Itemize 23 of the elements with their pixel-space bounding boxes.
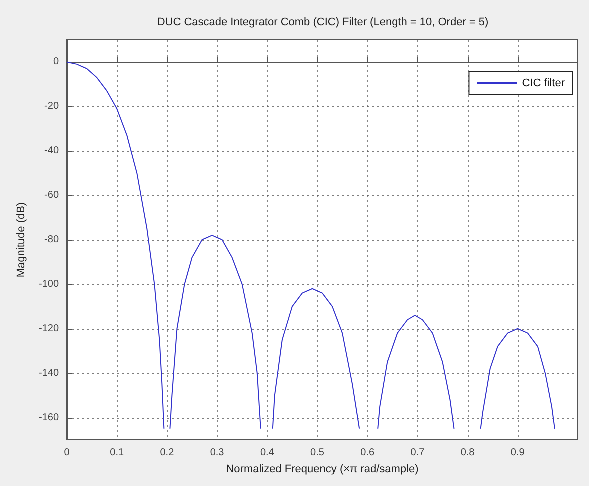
y-tick-label: -40: [44, 146, 60, 157]
x-tick-label: 0.2: [160, 448, 175, 458]
x-axis-title: Normalized Frequency (×π rad/sample): [226, 464, 419, 476]
y-tick-label: -160: [38, 412, 60, 424]
y-tick-label: -140: [38, 368, 60, 379]
x-tick-label: 0.1: [110, 448, 124, 458]
chart-title: DUC Cascade Integrator Comb (CIC) Filter (Length = 10, Order = 5): [157, 16, 489, 28]
x-tick-label: 0.8: [460, 448, 476, 458]
x-tick-label: 0.3: [210, 448, 225, 458]
x-tick-label: 0: [64, 448, 70, 458]
x-tick-label: 0.9: [510, 448, 526, 458]
y-tick-label: -60: [44, 190, 60, 202]
y-tick-label: -120: [38, 323, 60, 334]
legend-label: CIC filter: [522, 78, 566, 90]
x-tick-label: 0.4: [260, 448, 275, 458]
x-tick-label: 0.7: [410, 448, 426, 458]
y-tick-label: -100: [38, 278, 60, 290]
x-tick-label: 0.6: [360, 448, 375, 458]
x-tick-label: 0.5: [310, 448, 325, 458]
y-tick-label: -80: [44, 234, 60, 246]
y-tick-label: -20: [44, 101, 60, 112]
y-tick-label: 0: [53, 56, 60, 68]
y-axis-title: Magnitude (dB): [16, 202, 28, 278]
